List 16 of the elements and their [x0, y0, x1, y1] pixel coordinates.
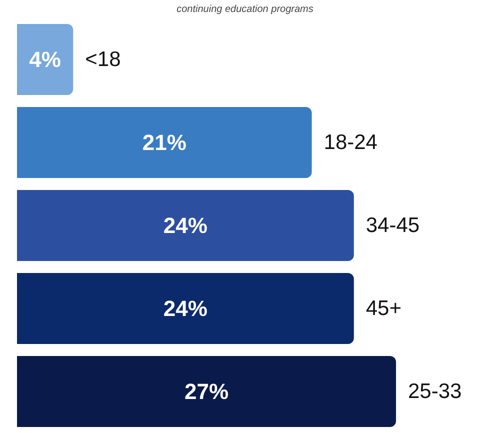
y-tick-label: 34-45 [366, 214, 420, 237]
bar [17, 107, 312, 178]
bar [17, 356, 396, 427]
data-label: 4% [29, 47, 61, 72]
chart-subtitle: continuing education programs [176, 4, 314, 15]
data-label: 24% [163, 213, 208, 238]
bar [17, 24, 74, 95]
data-label: 21% [142, 130, 186, 155]
y-tick-label: 45+ [366, 297, 402, 320]
data-label: 24% [163, 296, 208, 321]
bar [17, 273, 354, 344]
y-tick-label: <18 [85, 48, 121, 71]
y-tick-label: 25-33 [408, 380, 462, 403]
data-label: 27% [184, 379, 229, 404]
y-tick-label: 18-24 [324, 131, 378, 154]
bar [17, 190, 354, 261]
